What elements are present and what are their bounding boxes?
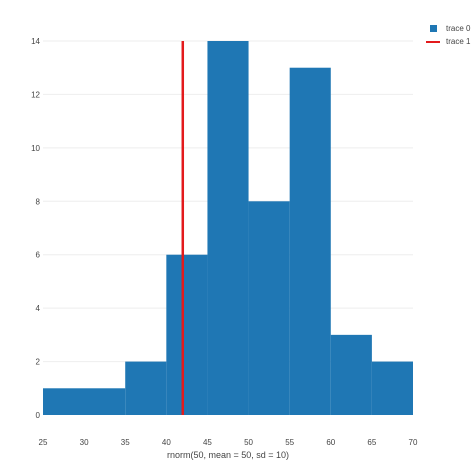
- x-tick-label: 55: [285, 438, 294, 447]
- x-tick-label: 45: [203, 438, 212, 447]
- y-tick-label: 14: [31, 37, 40, 46]
- x-tick-label: 30: [80, 438, 89, 447]
- x-tick-label: 60: [326, 438, 335, 447]
- x-tick-label: 50: [244, 438, 253, 447]
- histogram-bar[interactable]: [43, 388, 126, 415]
- legend-label-trace-0: trace 0: [446, 24, 471, 33]
- y-tick-label: 0: [36, 411, 41, 420]
- legend-item-trace-1[interactable]: trace 1: [426, 35, 470, 48]
- x-tick-label: 35: [121, 438, 130, 447]
- legend-swatch-trace-0: [426, 25, 440, 32]
- x-tick-label: 25: [39, 438, 48, 447]
- x-axis-ticks: 25 30 35 40 45 50 55 60 65 70: [39, 438, 418, 447]
- x-tick-label: 40: [162, 438, 171, 447]
- y-tick-label: 12: [31, 90, 40, 99]
- histogram-bar[interactable]: [125, 361, 167, 415]
- legend: trace 0 trace 1: [426, 22, 470, 48]
- legend-item-trace-0[interactable]: trace 0: [426, 22, 470, 35]
- y-tick-label: 6: [36, 251, 41, 260]
- histogram-bars: [43, 41, 413, 415]
- x-tick-label: 65: [367, 438, 376, 447]
- x-tick-label: 70: [409, 438, 418, 447]
- legend-label-trace-1: trace 1: [446, 37, 471, 46]
- histogram-bar[interactable]: [289, 67, 331, 415]
- y-axis-ticks: 0 2 4 6 8 10 12 14: [31, 37, 40, 420]
- y-tick-label: 8: [36, 197, 41, 206]
- histogram-bar[interactable]: [166, 254, 208, 415]
- histogram-bar[interactable]: [330, 334, 372, 415]
- legend-swatch-trace-1: [426, 40, 440, 43]
- x-axis-title: rnorm(50, mean = 50, sd = 10): [167, 450, 289, 460]
- histogram-bar[interactable]: [371, 361, 413, 415]
- histogram-bar[interactable]: [207, 41, 249, 415]
- y-tick-label: 10: [31, 144, 40, 153]
- histogram-bar[interactable]: [248, 201, 290, 415]
- y-tick-label: 2: [36, 358, 41, 367]
- y-tick-label: 4: [36, 304, 41, 313]
